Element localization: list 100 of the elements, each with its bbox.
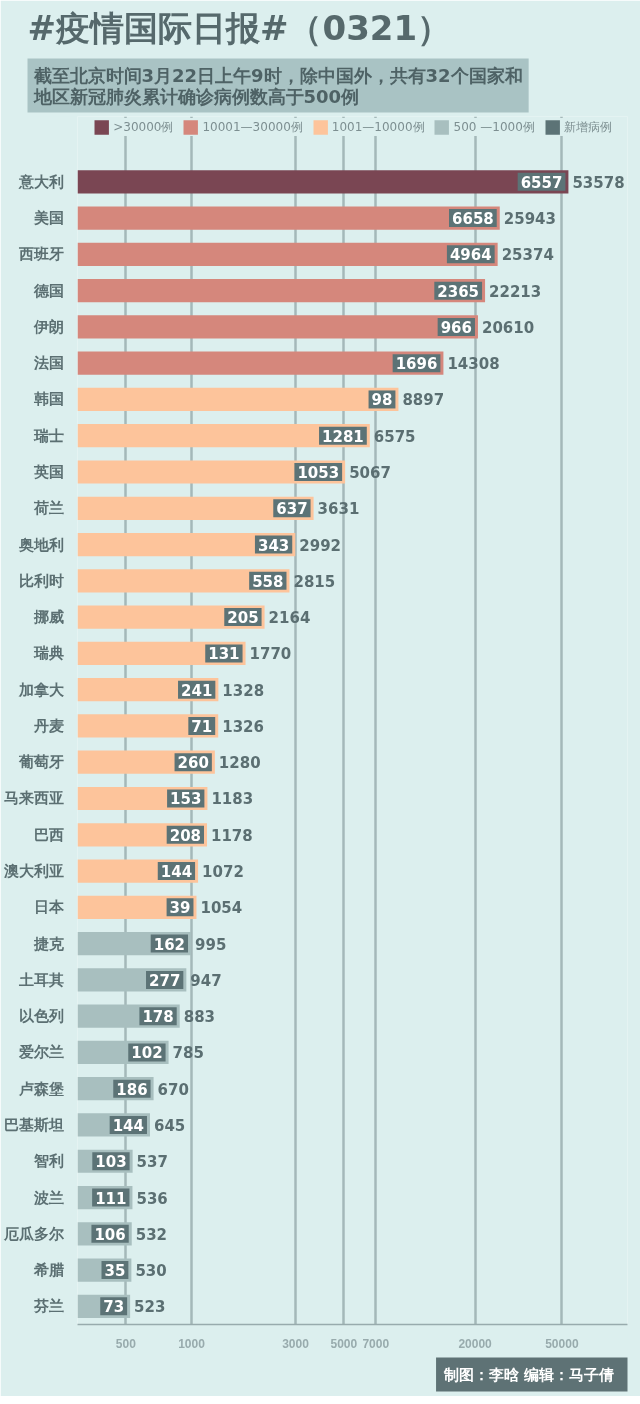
annotation: 1281 (322, 427, 364, 446)
y-tick-label: 澳大利亚 (2, 862, 64, 881)
x-tick-label: 7000 (362, 1336, 390, 1351)
annotation: 178 (142, 1008, 174, 1027)
annotation: 98 (371, 391, 393, 410)
annotation: 208 (169, 826, 201, 845)
y-tick-label: 德国 (32, 281, 64, 300)
y-tick-label: 巴基斯坦 (3, 1115, 64, 1134)
legend-label: 10001—30000例 (202, 118, 303, 136)
y-tick-label: 加拿大 (17, 680, 65, 699)
text: 制图：李晗 编辑：马子倩 (443, 1365, 615, 1384)
annotation: 102 (131, 1044, 163, 1063)
data-label: 645 (153, 1116, 186, 1135)
y-tick-label: 奥地利 (17, 535, 64, 554)
data-label: 3631 (317, 500, 360, 519)
y-tick-label: 波兰 (32, 1188, 64, 1207)
annotation: 144 (112, 1116, 144, 1135)
data-label: 995 (195, 935, 227, 954)
data-label: 1770 (249, 645, 292, 664)
y-tick-label: 葡萄牙 (17, 753, 64, 772)
data-label: 947 (190, 971, 222, 990)
annotation: 153 (170, 790, 202, 809)
data-label: 1178 (211, 826, 253, 845)
annotation: 241 (181, 681, 213, 700)
chart-title: #疫情国际日报#（0321） (27, 7, 452, 48)
y-tick-label: 捷克 (32, 934, 65, 953)
data-label: 2164 (268, 609, 311, 628)
y-tick-label: 土耳其 (17, 970, 64, 989)
annotation: 39 (169, 899, 191, 918)
chart-subtitle: 截至北京时间3月22日上午9时，除中国外，共有32个国家和地区新冠肺炎累计确诊病例数高于500例 (32, 64, 523, 107)
annotation: 35 (104, 1262, 126, 1281)
legend-label: >30000例 (113, 118, 174, 136)
y-tick-label: 挪威 (32, 608, 64, 627)
annotation: 73 (103, 1298, 125, 1317)
y-tick-label: 荷兰 (32, 499, 64, 518)
annotation: 637 (276, 500, 308, 519)
annotation: 6557 (520, 173, 563, 192)
data-label: 8897 (402, 391, 445, 410)
y-tick-label: 美国 (32, 209, 64, 228)
y-tick-label: 法国 (32, 354, 64, 373)
x-tick-label: 50000 (545, 1336, 579, 1351)
annotation: 260 (177, 754, 209, 773)
annotation: 343 (257, 536, 290, 555)
x-tick-label: 5000 (330, 1336, 358, 1351)
data-label: 530 (135, 1262, 167, 1281)
data-label: 1054 (200, 899, 243, 918)
y-tick-label: 意大利 (17, 172, 64, 191)
annotation: 6658 (452, 210, 494, 229)
annotation: 186 (116, 1080, 148, 1099)
x-tick-label: 20000 (458, 1336, 493, 1351)
data-label: 1072 (202, 863, 244, 882)
annotation: 2365 (437, 282, 480, 301)
data-label: 53578 (572, 173, 625, 192)
annotation: 144 (160, 863, 193, 882)
y-tick-label: 智利 (32, 1152, 64, 1171)
data-label: 1326 (222, 717, 264, 736)
legend-label: 新增病例 (563, 118, 612, 136)
data-label: 523 (134, 1298, 166, 1317)
data-label: 25943 (503, 210, 556, 229)
y-tick-label: 希腊 (32, 1261, 64, 1280)
y-tick-label: 厄瓜多尔 (2, 1224, 65, 1243)
y-tick-label: 韩国 (32, 390, 64, 409)
data-label: 670 (157, 1080, 189, 1099)
data-label: 2815 (293, 572, 336, 591)
y-tick-label: 比利时 (18, 571, 64, 590)
annotation: 106 (94, 1225, 126, 1244)
y-tick-label: 爱尔兰 (17, 1043, 64, 1062)
annotation: 966 (440, 318, 472, 337)
data-label: 537 (136, 1153, 168, 1172)
y-tick-label: 以色列 (18, 1007, 64, 1026)
data-label: 5067 (349, 464, 391, 483)
annotation: 162 (153, 935, 186, 954)
x-tick-label: 500 (115, 1336, 137, 1351)
annotation: 71 (191, 717, 213, 736)
x-tick-label: 3000 (282, 1336, 310, 1351)
annotation: 131 (208, 645, 240, 664)
annotation: 1053 (297, 464, 340, 483)
data-label: 6575 (373, 427, 416, 446)
x-tick-label: 1000 (178, 1336, 206, 1351)
y-tick-label: 马来西亚 (3, 789, 64, 808)
data-label: 785 (172, 1044, 204, 1063)
annotation: 558 (252, 572, 284, 591)
annotation: 103 (95, 1153, 127, 1172)
data-label: 1328 (222, 681, 265, 700)
data-label: 14308 (447, 355, 500, 374)
y-tick-label: 伊朗 (32, 317, 64, 336)
data-label: 20610 (481, 318, 535, 337)
y-tick-label: 芬兰 (32, 1297, 64, 1316)
annotation: 277 (149, 971, 181, 990)
y-tick-label: 日本 (33, 898, 65, 917)
y-tick-label: 巴西 (33, 825, 64, 844)
annotation: 4964 (449, 246, 492, 265)
y-tick-label: 卢森堡 (17, 1079, 64, 1098)
data-label: 532 (135, 1225, 168, 1244)
legend-label: 1001—10000例 (331, 118, 425, 136)
legend-label: 500 —1000例 (453, 118, 535, 136)
annotation: 111 (95, 1189, 127, 1208)
data-label: 536 (136, 1189, 168, 1208)
data-label: 883 (183, 1008, 216, 1027)
data-label: 1280 (218, 754, 261, 773)
